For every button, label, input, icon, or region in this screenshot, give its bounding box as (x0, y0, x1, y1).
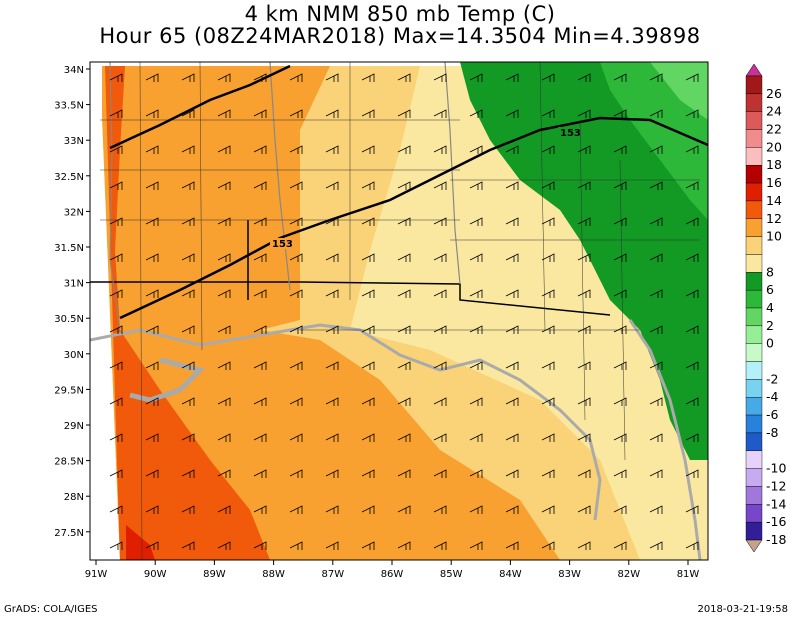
colorbar-label: 14 (766, 193, 782, 208)
colorbar-swatch (745, 432, 763, 451)
longitude-label: 84W (499, 569, 522, 580)
colorbar-swatch (745, 343, 763, 362)
colorbar-bottom-arrow (745, 539, 763, 553)
latitude-label: 30.5N (54, 314, 84, 325)
colorbar-swatch (745, 486, 763, 505)
colorbar-swatch (745, 272, 763, 291)
timestamp-text: 2018-03-21-19:58 (697, 604, 788, 615)
colorbar-label: -2 (766, 371, 778, 386)
latitude-label: 29N (64, 421, 84, 432)
colorbar-label: 24 (766, 104, 782, 119)
latitude-axis: 34N 33.5N 33N 32.5N 32N 31.5N 31N 30.5N 30N 29.5N… (54, 65, 90, 539)
colorbar-swatch (745, 111, 763, 130)
colorbar-swatch (745, 289, 763, 309)
colorbar-swatch (745, 379, 763, 398)
colorbar-swatch (745, 414, 763, 434)
longitude-label: 83W (558, 569, 581, 580)
colorbar-label: -10 (766, 461, 786, 476)
colorbar-label: 10 (766, 229, 782, 244)
colorbar-label: -14 (766, 496, 786, 511)
colorbar-label: 4 (766, 300, 774, 315)
latitude-label: 27.5N (54, 528, 84, 539)
colorbar-label: -4 (766, 389, 779, 404)
colorbar-swatch (745, 165, 763, 184)
longitude-label: 90W (144, 569, 167, 580)
longitude-label: 88W (262, 569, 285, 580)
latitude-label: 34N (64, 65, 84, 76)
colorbar-swatch (745, 397, 763, 416)
colorbar-label: 26 (766, 86, 782, 101)
colorbar-swatch (745, 468, 763, 487)
colorbar-label: -18 (766, 532, 786, 547)
longitude-label: 85W (440, 569, 463, 580)
latitude-label: 30N (64, 350, 84, 361)
colorbar-label: 20 (766, 139, 782, 154)
colorbar-label: -16 (766, 514, 786, 529)
colorbar-label: 16 (766, 175, 782, 190)
latitude-label: 32.5N (54, 172, 84, 183)
longitude-axis: 91W 90W 89W 88W 87W 86W 85W 84W 83W 82W 81W (85, 560, 700, 580)
longitude-label: 89W (203, 569, 226, 580)
contour-label: 153 (560, 128, 581, 139)
colorbar-swatch (745, 129, 763, 148)
colorbar-swatch (745, 450, 763, 469)
colorbar-swatch (745, 236, 763, 255)
colorbar-top-arrow (745, 63, 763, 77)
longitude-label: 86W (381, 569, 404, 580)
latitude-label: 31.5N (54, 243, 84, 254)
latitude-label: 29.5N (54, 385, 84, 396)
map-subtitle: Hour 65 (08Z24MAR2018) Max=14.3504 Min=4… (99, 24, 701, 48)
colorbar-swatch (745, 93, 763, 112)
colorbar-swatch (745, 75, 763, 95)
map-title: 4 km NMM 850 mb Temp (C) (244, 2, 556, 26)
colorbar-label: 8 (766, 264, 774, 279)
colorbar-swatch (745, 200, 763, 219)
longitude-label: 81W (677, 569, 700, 580)
latitude-label: 31N (64, 279, 84, 290)
colorbar-swatch (745, 361, 763, 380)
latitude-label: 33.5N (54, 101, 84, 112)
contour-labels: 153 153 (270, 127, 581, 250)
latitude-label: 28N (64, 492, 84, 503)
colorbar-swatch (745, 218, 763, 237)
wind-barbs (109, 73, 699, 550)
latitude-label: 28.5N (54, 457, 84, 468)
colorbar-label: 6 (766, 282, 774, 297)
colorbar-label: 22 (766, 122, 782, 137)
colorbar-swatch (745, 147, 763, 166)
colorbar-swatch (745, 521, 763, 541)
longitude-label: 82W (617, 569, 640, 580)
map-frame (89, 61, 709, 561)
map-field (90, 62, 708, 560)
colorbar-label: 2 (766, 318, 774, 333)
colorbar-label: 12 (766, 211, 782, 226)
colorbar-label: -6 (766, 407, 779, 422)
boundary-lines (90, 62, 708, 560)
credit-text: GrADS: COLA/IGES (4, 604, 98, 615)
colorbar-label: -12 (766, 478, 786, 493)
colorbar-swatch (745, 254, 763, 273)
colorbar-swatch (745, 307, 763, 327)
colorbar: 26242220181614121086420-2-4-6-8-10-12-14… (745, 63, 786, 553)
contour-label: 153 (272, 239, 293, 250)
colorbar-label: 18 (766, 157, 782, 172)
colorbar-swatch (745, 504, 763, 523)
latitude-label: 32N (64, 207, 84, 218)
colorbar-swatch (745, 182, 763, 202)
longitude-label: 91W (85, 569, 108, 580)
colorbar-swatch (745, 325, 763, 344)
colorbar-label: -8 (766, 425, 779, 440)
longitude-label: 87W (321, 569, 344, 580)
colorbar-label: 0 (766, 336, 774, 351)
latitude-label: 33N (64, 136, 84, 147)
